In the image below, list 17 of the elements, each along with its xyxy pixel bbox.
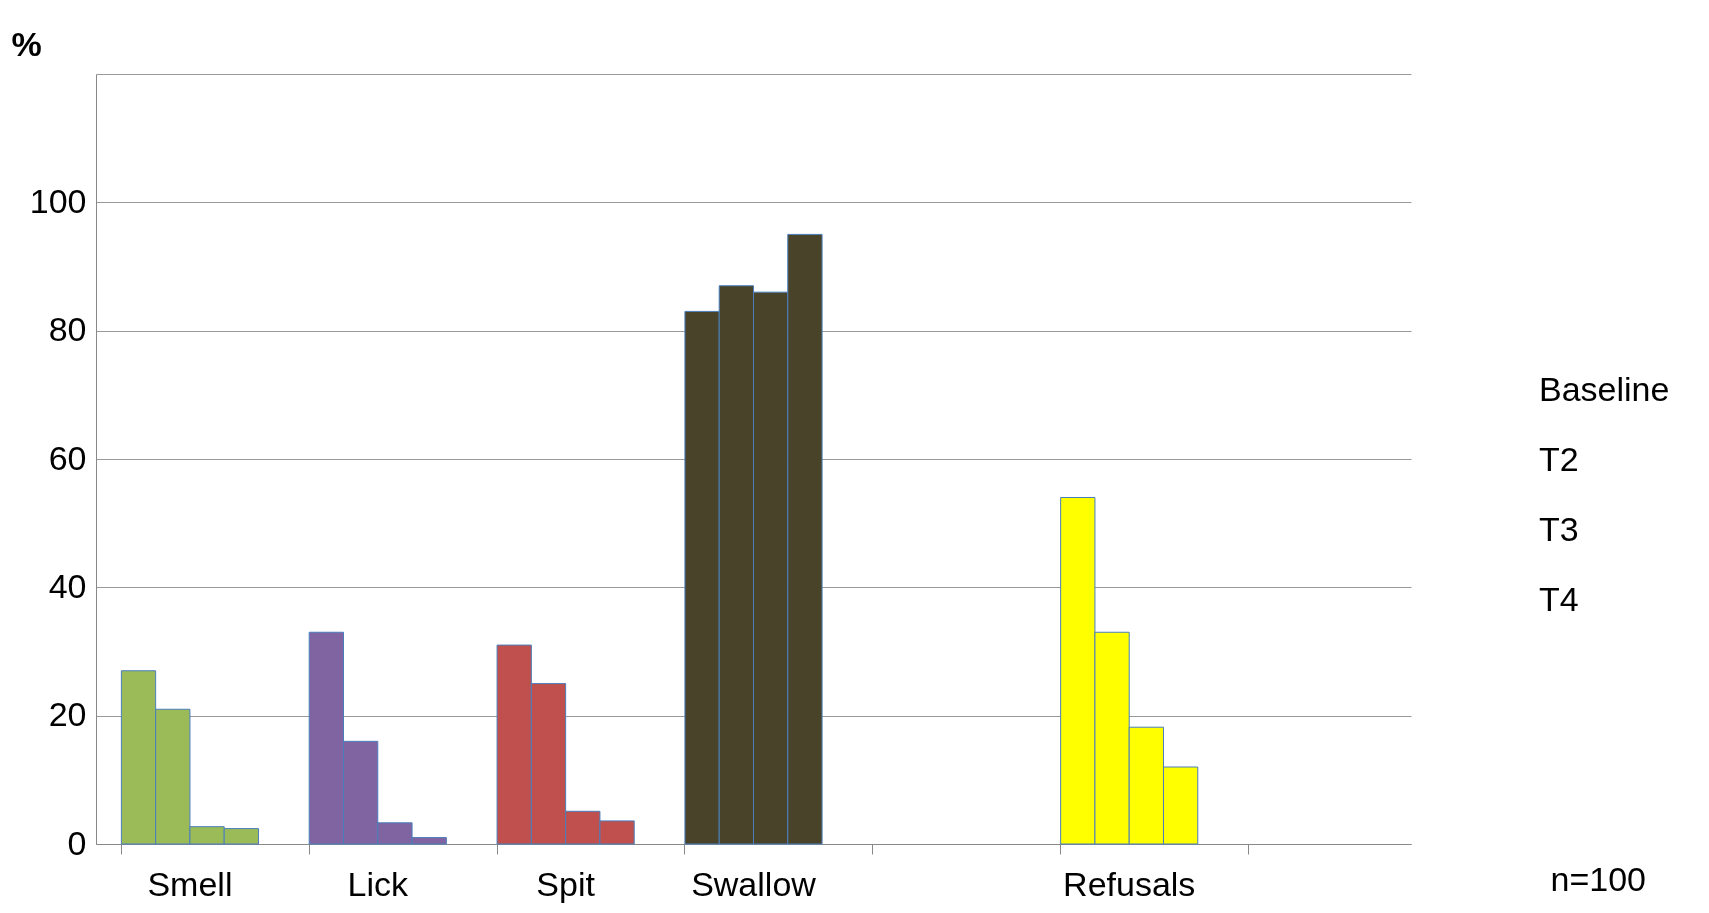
text: T3 <box>1539 510 1579 548</box>
x-tick-label: Lick <box>347 864 410 903</box>
text: T2 <box>1539 440 1579 478</box>
y-tick-label: 100 <box>29 181 87 220</box>
y-tick-label: 0 <box>67 823 87 862</box>
y-tick-label: 40 <box>48 566 87 605</box>
x-tick-label: Refusals <box>1063 864 1196 903</box>
x-tick-label: Smell <box>147 864 233 903</box>
y-tick-label: 20 <box>48 695 87 734</box>
text: n=100 <box>1550 860 1646 898</box>
text: T4 <box>1539 580 1579 618</box>
y-axis-title: % <box>11 24 42 63</box>
y-tick-label: 60 <box>48 438 87 477</box>
x-tick-label: Spit <box>536 864 596 903</box>
text: Baseline <box>1539 370 1670 408</box>
x-tick-label: Swallow <box>691 864 817 903</box>
y-tick-label: 80 <box>48 310 87 349</box>
